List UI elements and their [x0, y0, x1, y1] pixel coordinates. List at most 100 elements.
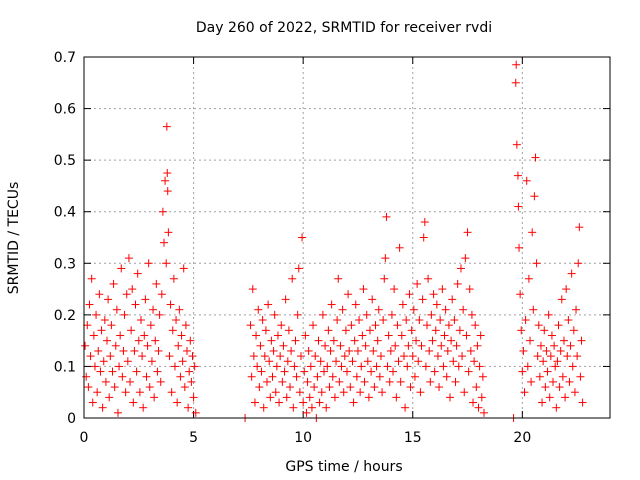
data-point	[357, 362, 366, 371]
data-point	[286, 383, 295, 392]
data-point	[352, 372, 361, 381]
data-point	[344, 290, 353, 299]
data-point	[278, 377, 287, 386]
data-point	[568, 362, 577, 371]
data-point	[99, 357, 108, 366]
data-point	[253, 362, 262, 371]
data-point	[512, 60, 521, 69]
data-point	[511, 78, 520, 87]
data-point	[534, 321, 543, 330]
data-point	[441, 305, 450, 314]
data-point	[122, 290, 131, 299]
data-point	[154, 346, 163, 355]
data-point	[444, 321, 453, 330]
data-point	[373, 336, 382, 345]
data-point	[299, 398, 308, 407]
data-point	[326, 346, 335, 355]
data-point	[346, 383, 355, 392]
data-point	[376, 352, 385, 361]
data-point	[175, 305, 184, 314]
data-point	[349, 398, 358, 407]
plot-frame	[83, 56, 611, 419]
data-point	[398, 300, 407, 309]
data-point	[402, 316, 411, 325]
data-point	[443, 346, 452, 355]
y-tick-label: 0.7	[54, 50, 76, 66]
data-point	[186, 336, 195, 345]
data-point	[527, 377, 536, 386]
data-point	[518, 367, 527, 376]
data-point	[113, 408, 122, 417]
data-point	[390, 285, 399, 294]
data-point	[466, 346, 475, 355]
data-point	[379, 316, 388, 325]
data-point	[103, 336, 112, 345]
data-point	[422, 321, 431, 330]
data-point	[150, 393, 159, 402]
grid	[84, 57, 610, 418]
data-point	[337, 362, 346, 371]
data-point	[578, 398, 587, 407]
data-point	[163, 169, 172, 178]
data-point	[86, 352, 95, 361]
data-point	[318, 310, 327, 319]
data-point	[529, 305, 538, 314]
data-point	[305, 393, 314, 402]
data-point	[355, 316, 364, 325]
data-point	[266, 393, 275, 402]
data-point	[340, 352, 349, 361]
data-point	[358, 331, 367, 340]
data-point	[543, 367, 552, 376]
data-point	[551, 362, 560, 371]
data-point	[419, 233, 428, 242]
data-point	[476, 331, 485, 340]
data-point	[94, 346, 103, 355]
data-point	[532, 259, 541, 268]
data-point	[566, 341, 575, 350]
data-point	[430, 367, 439, 376]
data-point	[324, 326, 333, 335]
data-point	[126, 377, 135, 386]
data-point	[117, 264, 126, 273]
y-tick-label: 0.4	[54, 205, 76, 221]
data-point	[359, 285, 368, 294]
data-point	[413, 279, 422, 288]
y-tick-label: 0.2	[54, 308, 76, 324]
data-point	[469, 398, 478, 407]
data-point	[162, 259, 171, 268]
data-point	[339, 388, 348, 397]
data-point	[389, 367, 398, 376]
data-point	[472, 383, 481, 392]
data-point	[290, 362, 299, 371]
data-point	[156, 377, 165, 386]
data-point	[259, 403, 268, 412]
data-point	[147, 357, 156, 366]
data-point	[249, 352, 258, 361]
data-point	[347, 321, 356, 330]
data-point	[336, 341, 345, 350]
chart-title: Day 260 of 2022, SRMTID for receiver rvd…	[196, 20, 492, 36]
data-point	[316, 357, 325, 366]
data-point	[410, 372, 419, 381]
data-point	[556, 346, 565, 355]
data-point	[429, 290, 438, 299]
data-point	[523, 362, 532, 371]
data-point	[570, 388, 579, 397]
x-tick-label: 0	[80, 430, 89, 446]
data-point	[399, 352, 408, 361]
data-point	[360, 377, 369, 386]
data-point	[188, 352, 197, 361]
data-point	[330, 393, 339, 402]
data-point	[386, 346, 395, 355]
data-point	[129, 398, 138, 407]
data-point	[452, 341, 461, 350]
data-point	[132, 367, 141, 376]
data-point	[248, 285, 257, 294]
data-point	[104, 295, 113, 304]
data-point	[442, 372, 451, 381]
data-point	[165, 352, 174, 361]
data-point	[287, 346, 296, 355]
data-point	[124, 254, 133, 263]
data-point	[403, 362, 412, 371]
data-point	[269, 346, 278, 355]
